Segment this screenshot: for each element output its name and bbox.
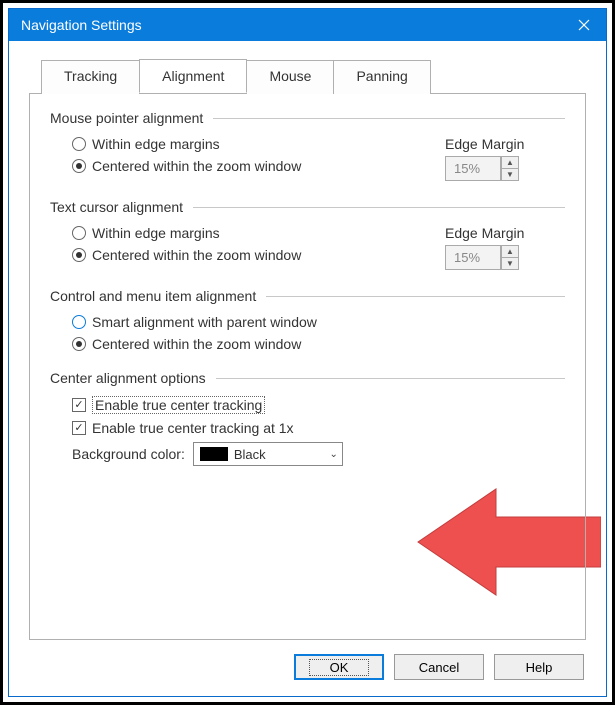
tab-alignment[interactable]: Alignment — [139, 59, 247, 93]
radio-text-edge[interactable]: Within edge margins — [72, 225, 445, 241]
group-title-text: Text cursor alignment — [50, 199, 183, 215]
bgcolor-dropdown[interactable]: Black ⌄ — [193, 442, 343, 466]
edge-margin-spinner-text[interactable]: 15% ▲ ▼ — [445, 245, 559, 270]
radio-mouse-centered[interactable]: Centered within the zoom window — [72, 158, 445, 174]
radio-mouse-edge[interactable]: Within edge margins — [72, 136, 445, 152]
spinner-value: 15% — [445, 245, 501, 270]
radio-icon — [72, 248, 86, 262]
radio-text-centered[interactable]: Centered within the zoom window — [72, 247, 445, 263]
color-swatch-icon — [200, 447, 228, 461]
radio-icon — [72, 159, 86, 173]
tab-panel-alignment: Mouse pointer alignment Within edge marg… — [29, 93, 586, 640]
edge-margin-label: Edge Margin — [445, 225, 559, 241]
group-title-center: Center alignment options — [50, 370, 206, 386]
divider — [213, 118, 565, 119]
radio-icon — [72, 226, 86, 240]
checkbox-label: Enable true center tracking at 1x — [92, 420, 294, 436]
radio-label: Within edge margins — [92, 225, 220, 241]
spinner-up-icon[interactable]: ▲ — [501, 156, 519, 168]
radio-icon — [72, 337, 86, 351]
dialog-window: Navigation Settings Tracking Alignment M… — [8, 8, 607, 697]
button-label: Help — [526, 660, 553, 675]
button-label: OK — [309, 659, 370, 676]
edge-margin-label: Edge Margin — [445, 136, 559, 152]
spinner-value: 15% — [445, 156, 501, 181]
spinner-up-icon[interactable]: ▲ — [501, 245, 519, 257]
button-label: Cancel — [419, 660, 459, 675]
dropdown-value: Black — [234, 447, 330, 462]
checkbox-icon — [72, 421, 86, 435]
titlebar: Navigation Settings — [9, 9, 606, 41]
divider — [193, 207, 565, 208]
spinner-down-icon[interactable]: ▼ — [501, 257, 519, 270]
radio-label: Centered within the zoom window — [92, 247, 301, 263]
dialog-buttons: OK Cancel Help — [29, 640, 586, 682]
checkbox-true-center[interactable]: Enable true center tracking — [72, 396, 565, 414]
radio-control-centered[interactable]: Centered within the zoom window — [72, 336, 565, 352]
tab-strip: Tracking Alignment Mouse Panning — [41, 59, 586, 93]
help-button[interactable]: Help — [494, 654, 584, 680]
divider — [266, 296, 565, 297]
radio-label: Within edge margins — [92, 136, 220, 152]
tab-panning[interactable]: Panning — [333, 60, 430, 94]
radio-control-smart[interactable]: Smart alignment with parent window — [72, 314, 565, 330]
edge-margin-spinner-mouse[interactable]: 15% ▲ ▼ — [445, 156, 559, 181]
close-icon — [578, 19, 590, 31]
window-title: Navigation Settings — [21, 17, 562, 33]
radio-icon — [72, 315, 86, 329]
divider — [216, 378, 565, 379]
checkbox-true-center-1x[interactable]: Enable true center tracking at 1x — [72, 420, 565, 436]
radio-icon — [72, 137, 86, 151]
ok-button[interactable]: OK — [294, 654, 384, 680]
checkbox-icon — [72, 398, 86, 412]
checkbox-label: Enable true center tracking — [92, 396, 265, 414]
cancel-button[interactable]: Cancel — [394, 654, 484, 680]
radio-label: Centered within the zoom window — [92, 158, 301, 174]
chevron-down-icon: ⌄ — [329, 449, 337, 460]
close-button[interactable] — [562, 9, 606, 41]
radio-label: Smart alignment with parent window — [92, 314, 317, 330]
group-title-control: Control and menu item alignment — [50, 288, 256, 304]
radio-label: Centered within the zoom window — [92, 336, 301, 352]
bgcolor-label: Background color: — [72, 446, 185, 462]
spinner-down-icon[interactable]: ▼ — [501, 168, 519, 181]
tab-mouse[interactable]: Mouse — [246, 60, 334, 94]
tab-tracking[interactable]: Tracking — [41, 60, 140, 94]
group-title-mouse: Mouse pointer alignment — [50, 110, 203, 126]
